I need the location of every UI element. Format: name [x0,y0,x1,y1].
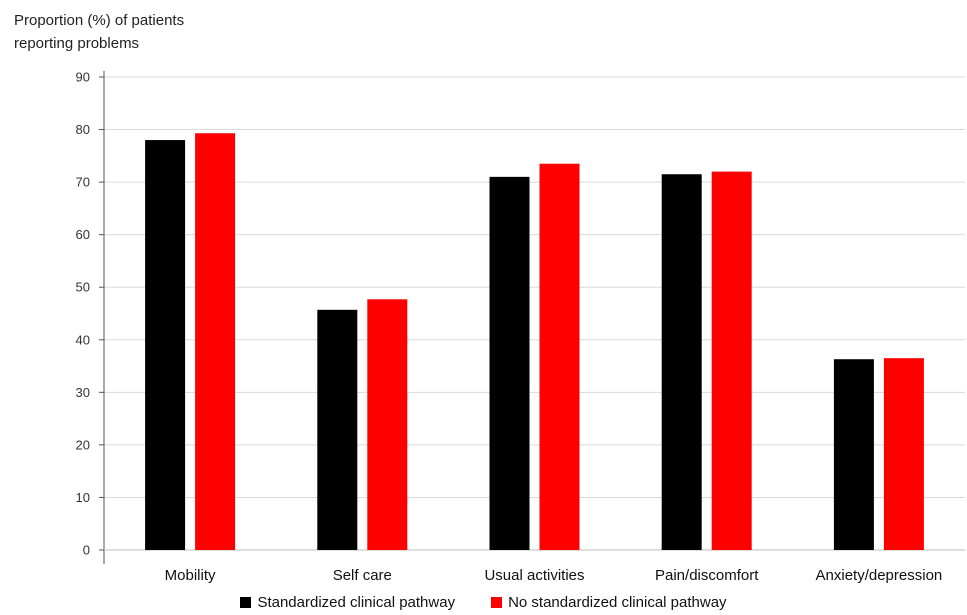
legend-label-no-standardized: No standardized clinical pathway [508,594,727,611]
bar-standardized [489,176,530,550]
y-tick-label: 30 [76,385,90,400]
x-tick-label: Mobility [165,567,216,584]
bar-standardized [661,174,702,550]
axes [99,71,965,564]
bar-no-standardized [195,133,236,551]
bar-no-standardized [711,171,752,550]
legend-item-no-standardized: No standardized clinical pathway [491,594,727,611]
bar-standardized [145,140,186,551]
bars [145,133,924,551]
legend-swatch-no-standardized [491,597,503,608]
x-tick-label: Pain/discomfort [655,567,759,584]
legend-label-standardized: Standardized clinical pathway [257,594,456,611]
legend: Standardized clinical pathway No standar… [0,594,967,611]
y-axis-title-line-1: Proportion (%) of patients [14,12,185,29]
x-tick-label: Anxiety/depression [816,567,943,584]
gridlines [104,76,965,498]
bar-chart: 0 10 20 30 40 50 60 70 80 90 Mobility Self care Usu… [76,70,965,584]
y-tick-label: 80 [76,122,90,137]
y-tick-label: 90 [76,70,90,85]
x-tick-label: Self care [333,567,392,584]
bar-standardized [833,359,874,550]
bar-no-standardized [367,299,408,550]
x-tick-label: Usual activities [484,567,584,584]
y-tick-label: 60 [76,227,90,242]
bar-no-standardized [539,163,580,550]
y-axis-title-line-2: reporting problems [14,35,140,52]
bar-standardized [317,309,358,550]
x-tick-labels: Mobility Self care Usual activities Pain/di… [165,567,943,584]
legend-item-standardized: Standardized clinical pathway [240,594,455,611]
y-tick-label: 10 [76,490,90,505]
bar-no-standardized [883,358,924,550]
y-tick-label: 40 [76,332,90,347]
legend-swatch-standardized [240,597,252,608]
y-tick-labels: 0 10 20 30 40 50 60 70 80 90 [76,70,90,558]
y-tick-label: 70 [76,175,90,190]
y-tick-label: 20 [76,437,90,452]
y-tick-label: 0 [83,543,90,558]
y-tick-label: 50 [76,280,90,295]
